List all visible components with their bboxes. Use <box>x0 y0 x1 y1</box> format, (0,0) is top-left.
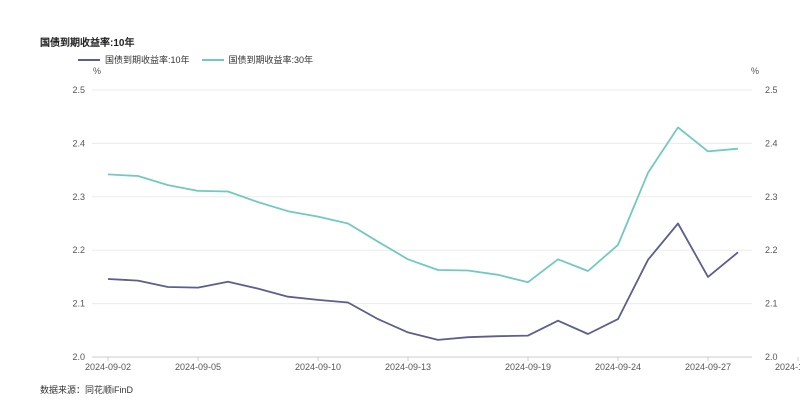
y-tick-label-left: 2.4 <box>72 138 85 148</box>
legend-swatch-30y <box>201 58 224 61</box>
y-tick-label-left: 2.1 <box>72 299 85 309</box>
legend-item-10y[interactable]: 国债到期收益率:10年 <box>78 53 190 66</box>
x-tick-label: 2024-10-08 <box>775 362 800 372</box>
y-tick-label-right: 2.4 <box>765 138 778 148</box>
legend: 国债到期收益率:10年 国债到期收益率:30年 <box>78 53 325 66</box>
y-unit-left: % <box>93 66 101 76</box>
data-source: 数据来源：同花顺iFinD <box>40 385 134 395</box>
y-tick-label-left: 2.5 <box>72 85 85 95</box>
y-tick-label-right: 2.1 <box>765 299 778 309</box>
x-tick-label: 2024-09-19 <box>505 362 551 372</box>
x-tick-label: 2024-09-24 <box>595 362 641 372</box>
series-line-10y <box>107 222 739 341</box>
x-tick-label: 2024-09-10 <box>295 362 341 372</box>
series-line-30y <box>107 126 739 284</box>
y-unit-right: % <box>751 66 759 76</box>
chart-title: 国债到期收益率:10年 <box>40 38 135 49</box>
y-tick-label-left: 2.0 <box>72 352 85 362</box>
legend-swatch-10y <box>78 58 100 61</box>
y-tick-label-right: 2.2 <box>765 245 778 255</box>
legend-label-10y: 国债到期收益率:10年 <box>105 55 190 65</box>
x-tick-label: 2024-09-05 <box>175 362 221 372</box>
y-tick-label-right: 2.0 <box>765 352 778 362</box>
x-tick-label: 2024-09-02 <box>85 362 131 372</box>
legend-item-30y[interactable]: 国债到期收益率:30年 <box>201 53 314 66</box>
legend-label-30y: 国债到期收益率:30年 <box>228 55 314 65</box>
y-tick-label-right: 2.5 <box>765 85 778 95</box>
x-tick-label: 2024-09-13 <box>385 362 431 372</box>
y-tick-label-left: 2.2 <box>72 245 85 255</box>
x-tick-label: 2024-09-27 <box>685 362 731 372</box>
y-tick-label-left: 2.3 <box>72 192 85 202</box>
y-tick-label-right: 2.3 <box>765 192 778 202</box>
